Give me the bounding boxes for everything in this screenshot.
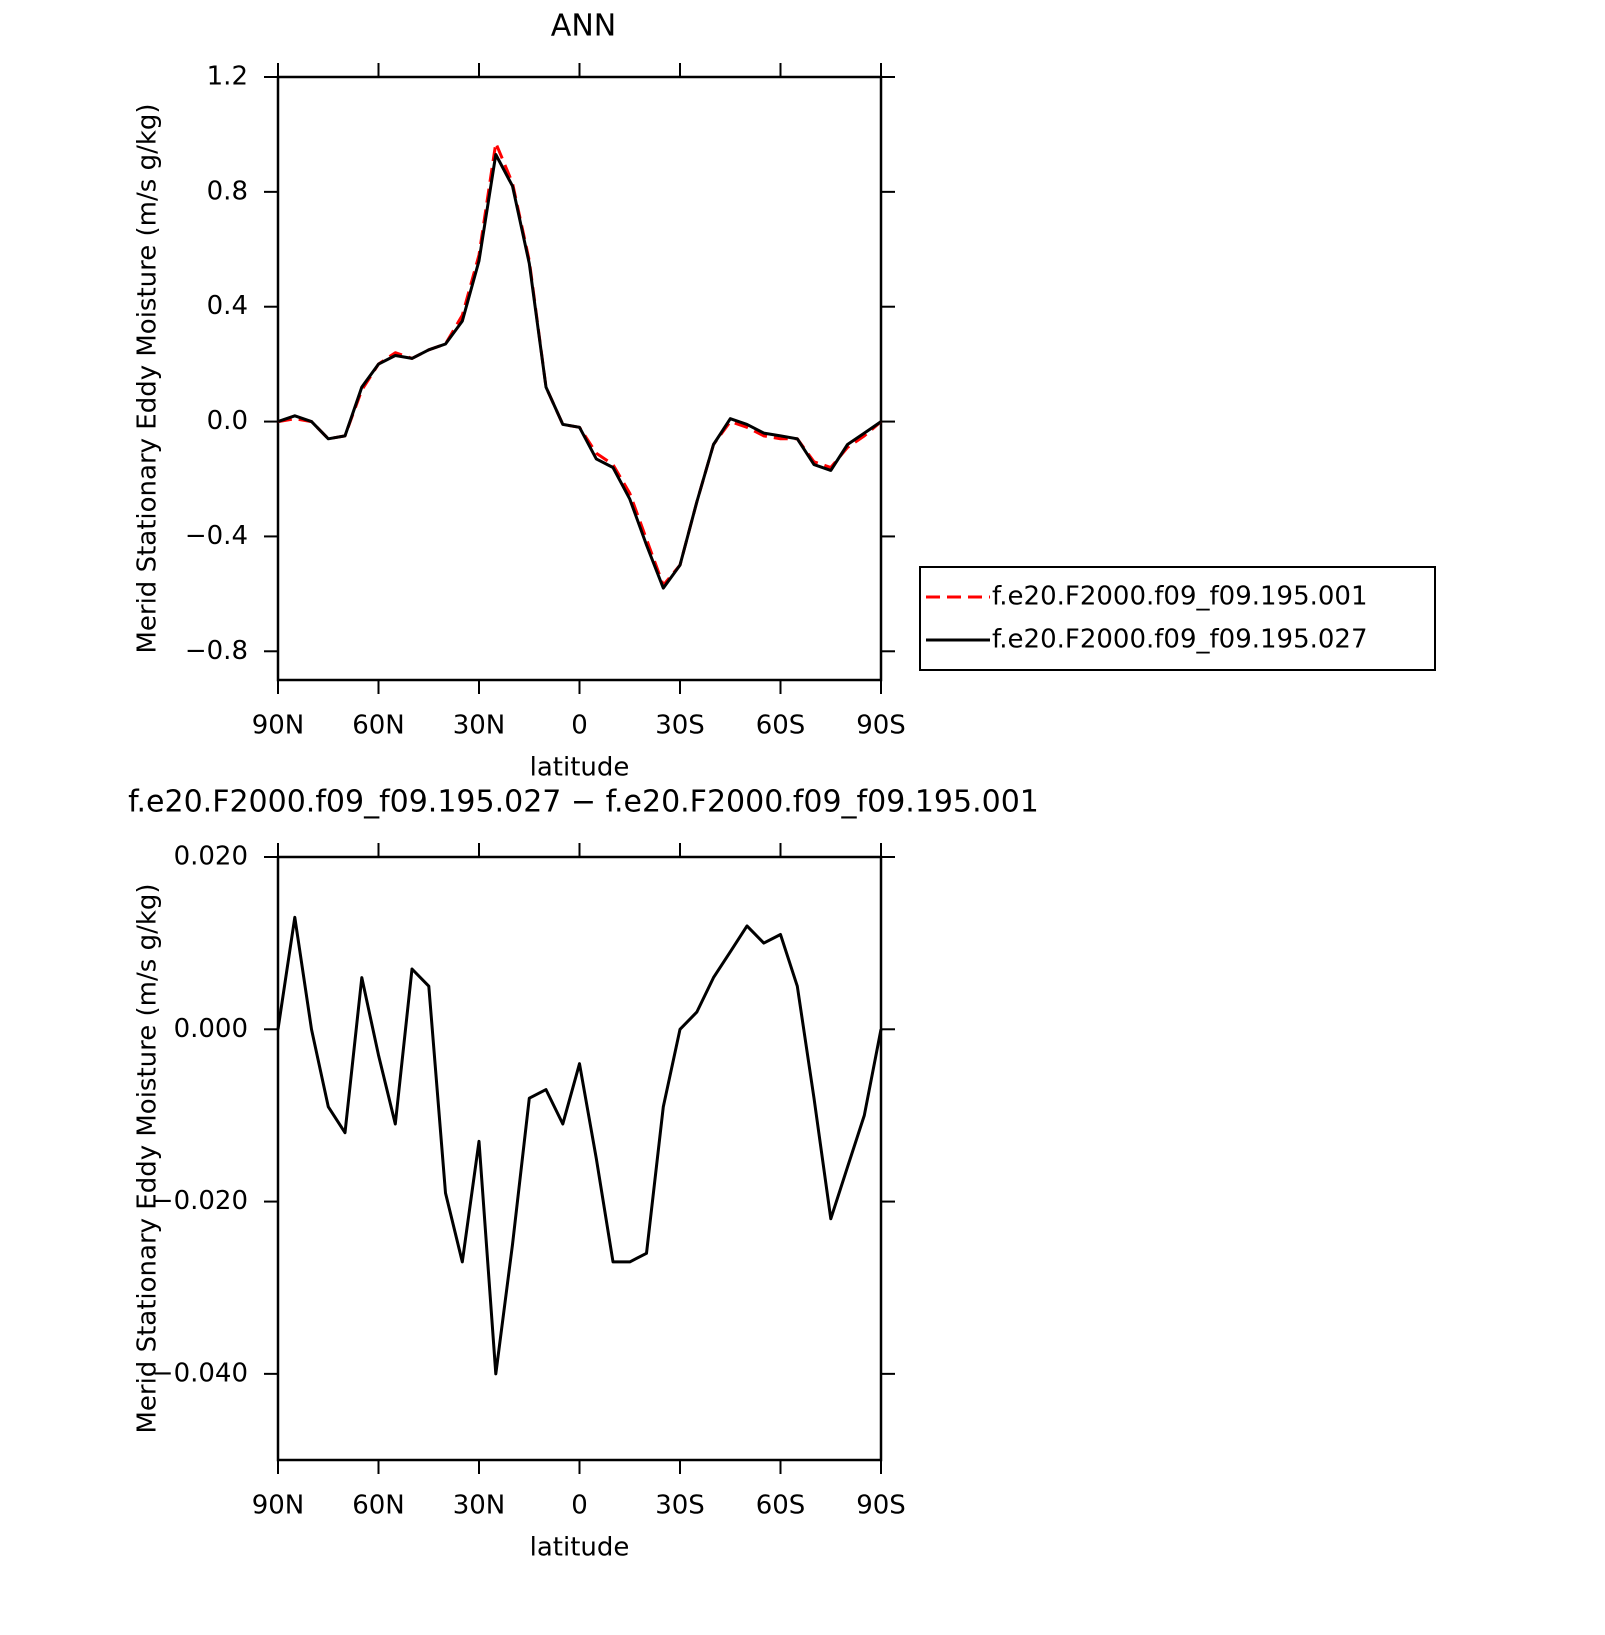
- legend-label: f.e20.F2000.f09_f09.195.027: [992, 625, 1368, 655]
- y-tick-label: 1.2: [207, 62, 248, 92]
- x-axis-label: latitude: [530, 753, 630, 783]
- chart-title: f.e20.F2000.f09_f09.195.027 − f.e20.F200…: [128, 785, 1039, 820]
- series-line: [277, 141, 882, 587]
- y-tick-label: 0.4: [207, 291, 248, 321]
- y-axis-label: Merid Stationary Eddy Moisture (m/s g/kg…: [133, 883, 163, 1433]
- x-axis-label: latitude: [530, 1533, 630, 1563]
- series-line: [277, 153, 882, 590]
- legend-box: [919, 566, 1436, 671]
- x-tick-label: 30S: [655, 1491, 705, 1521]
- x-tick-label: 60S: [756, 1491, 806, 1521]
- x-tick-label: 90S: [856, 1491, 906, 1521]
- x-tick-label: 0: [571, 1491, 588, 1521]
- x-tick-label: 30N: [453, 1491, 506, 1521]
- y-tick-label: −0.040: [152, 1358, 248, 1388]
- series-line: [276, 915, 883, 1376]
- legend-label: f.e20.F2000.f09_f09.195.001: [992, 582, 1368, 612]
- y-axis-label: Merid Stationary Eddy Moisture (m/s g/kg…: [133, 103, 163, 653]
- x-tick-label: 30N: [453, 711, 506, 741]
- y-tick-label: 0.020: [174, 842, 248, 872]
- x-tick-label: 60N: [352, 711, 405, 741]
- x-tick-label: 60N: [352, 1491, 405, 1521]
- x-tick-label: 0: [571, 711, 588, 741]
- y-tick-label: −0.8: [185, 636, 248, 666]
- plot-frame: [276, 855, 883, 1462]
- x-tick-label: 60S: [756, 711, 806, 741]
- y-tick-label: −0.4: [185, 521, 248, 551]
- x-tick-label: 90S: [856, 711, 906, 741]
- chart-title: ANN: [551, 9, 616, 44]
- y-tick-label: 0.000: [174, 1014, 248, 1044]
- x-tick-label: 30S: [655, 711, 705, 741]
- y-tick-label: 0.8: [207, 176, 248, 206]
- x-tick-label: 90N: [252, 1491, 305, 1521]
- y-tick-label: −0.020: [152, 1186, 248, 1216]
- y-tick-label: 0.0: [207, 406, 248, 436]
- x-tick-label: 90N: [252, 711, 305, 741]
